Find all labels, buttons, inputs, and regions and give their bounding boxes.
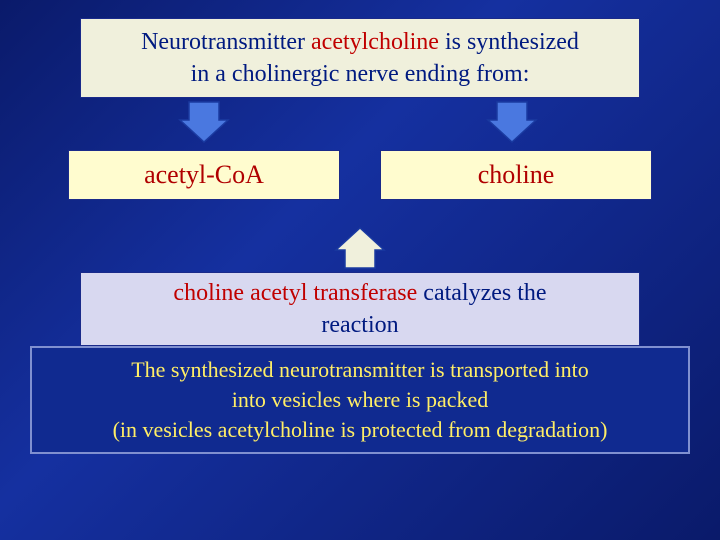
footer-text: The synthesized neurotransmitter is tran… (113, 355, 608, 444)
header-text: Neurotransmitter acetylcholine is synthe… (141, 26, 579, 91)
header-line2: in a cholinergic nerve ending from: (191, 61, 530, 87)
arrow-down-right-icon (486, 100, 538, 144)
header-line1-post: is synthesized (439, 29, 579, 55)
footer-line2: into vesicles where is packed (232, 387, 489, 412)
enzyme-post: catalyzes the (417, 280, 546, 306)
choline-box: choline (380, 150, 652, 200)
footer-box: The synthesized neurotransmitter is tran… (30, 346, 690, 454)
acetyl-coa-box: acetyl-CoA (68, 150, 340, 200)
arrow-down-left-icon (178, 100, 230, 144)
footer-line3: (in vesicles acetylcholine is protected … (113, 417, 608, 442)
enzyme-box: choline acetyl transferase catalyzes the… (80, 272, 640, 346)
header-line1-em: acetylcholine (311, 29, 439, 55)
enzyme-text: choline acetyl transferase catalyzes the… (173, 277, 546, 342)
header-line1-pre: Neurotransmitter (141, 29, 311, 55)
footer-line1: The synthesized neurotransmitter is tran… (131, 357, 589, 382)
enzyme-em: choline acetyl transferase (173, 280, 417, 306)
arrow-up-icon (334, 226, 386, 270)
acetyl-coa-label: acetyl-CoA (144, 160, 264, 190)
header-box: Neurotransmitter acetylcholine is synthe… (80, 18, 640, 98)
enzyme-line2: reaction (321, 312, 398, 338)
choline-label: choline (478, 160, 555, 190)
